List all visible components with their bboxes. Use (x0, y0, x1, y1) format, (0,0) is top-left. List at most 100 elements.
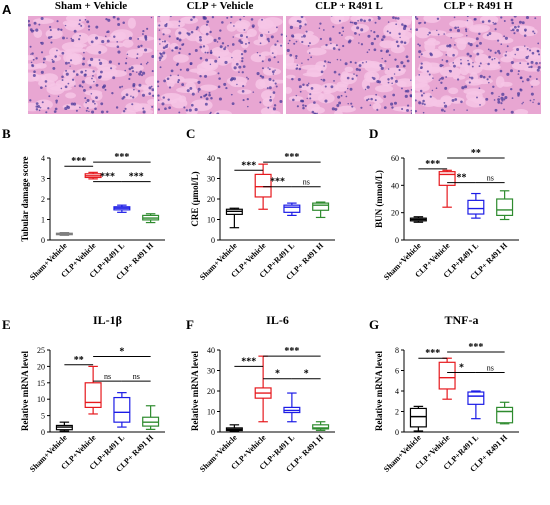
panel-letter: B (2, 126, 11, 141)
chart-title: IL-1β (93, 313, 122, 327)
y-tick-label: 40 (207, 346, 215, 355)
significance-label: *** (241, 356, 256, 367)
significance-label: ns (133, 372, 140, 381)
box-4 (142, 213, 160, 224)
y-axis-label: Relative mRNA level (190, 351, 200, 431)
panel-letter: G (369, 317, 379, 332)
panel-a-title-4: CLP + R491 H (443, 0, 513, 12)
significance-label: *** (114, 152, 129, 163)
significance-label: *** (100, 172, 115, 183)
y-tick-label: 60 (391, 154, 399, 163)
y-axis-label: CRE (μmol/L) (190, 171, 200, 226)
y-tick-label: 0 (41, 428, 45, 437)
panel-letter: D (369, 126, 378, 141)
significance-label: * (119, 347, 124, 358)
box-2 (438, 357, 456, 400)
panel-a-title-2: CLP + Vehicle (186, 0, 254, 12)
y-tick-label: 8 (395, 346, 399, 355)
box-1 (55, 421, 73, 432)
y-tick-label: 4 (395, 387, 399, 396)
box-2 (84, 365, 102, 415)
y-tick-label: 40 (207, 154, 215, 163)
y-tick-label: 10 (207, 216, 215, 225)
y-tick-label: 5 (41, 412, 45, 421)
significance-label: *** (284, 152, 299, 163)
panel-letter: F (186, 317, 194, 332)
y-tick-label: 0 (41, 236, 45, 245)
y-axis-label: Relative mRNA level (20, 351, 30, 431)
y-tick-label: 0 (395, 236, 399, 245)
box-3 (283, 392, 301, 423)
significance-label: ns (487, 364, 494, 373)
box-4 (496, 401, 514, 425)
y-tick-label: 20 (207, 387, 215, 396)
y-axis-label: Relative mRNA level (374, 351, 384, 431)
box-1 (225, 207, 243, 229)
y-tick-label: 2 (395, 408, 399, 417)
histology-image-clp-vehicle (157, 16, 283, 114)
box-2 (254, 355, 272, 423)
significance-label: *** (425, 159, 440, 170)
significance-label: ** (74, 355, 84, 366)
significance-label: ns (104, 372, 111, 381)
significance-label: *** (284, 346, 299, 357)
box-3 (467, 192, 485, 219)
histology-image-sham-vehicle (28, 16, 154, 114)
significance-label: * (275, 369, 280, 380)
significance-label: * (459, 363, 464, 374)
box-4 (312, 201, 330, 219)
y-tick-label: 0 (395, 428, 399, 437)
y-tick-label: 20 (37, 362, 45, 371)
significance-label: ** (457, 173, 467, 184)
y-tick-label: 4 (41, 154, 45, 163)
y-tick-label: 25 (37, 346, 45, 355)
box-4 (312, 421, 330, 431)
panel-a-title-1: Sham + Vehicle (54, 0, 128, 12)
box-3 (283, 202, 301, 216)
box-1 (55, 232, 73, 236)
significance-label: ns (303, 178, 310, 187)
y-tick-label: 20 (391, 209, 399, 218)
histology-image-clp-r491-h (415, 16, 541, 114)
y-tick-label: 0 (211, 236, 215, 245)
y-tick-label: 40 (391, 181, 399, 190)
significance-label: *** (71, 156, 86, 167)
significance-label: * (304, 369, 309, 380)
y-tick-label: 20 (207, 195, 215, 204)
y-tick-label: 30 (207, 367, 215, 376)
y-tick-label: 2 (41, 195, 45, 204)
panel-letter: E (2, 317, 11, 332)
significance-label: *** (270, 177, 285, 188)
box-3 (113, 392, 131, 428)
box-2 (84, 171, 102, 180)
y-tick-label: 0 (211, 428, 215, 437)
panel-a-letter: A (2, 2, 12, 17)
box-4 (496, 190, 514, 221)
box-1 (409, 405, 427, 432)
y-tick-label: 10 (207, 408, 215, 417)
significance-label: *** (241, 160, 256, 171)
box-3 (113, 204, 131, 213)
y-axis-label: Tubular damage score (20, 156, 30, 241)
y-tick-label: 10 (37, 395, 45, 404)
significance-label: ns (487, 174, 494, 183)
box-1 (409, 216, 427, 223)
significance-label: *** (129, 172, 144, 183)
y-tick-label: 1 (41, 216, 45, 225)
y-tick-label: 30 (207, 175, 215, 184)
chart-title: IL-6 (266, 313, 289, 327)
significance-label: *** (468, 342, 483, 353)
box-4 (142, 405, 160, 430)
panel-a-title-3: CLP + R491 L (315, 0, 383, 12)
significance-label: ** (471, 148, 481, 159)
box-2 (438, 169, 456, 208)
histology-image-clp-r491-l (286, 16, 412, 114)
y-tick-label: 15 (37, 379, 45, 388)
significance-label: *** (425, 348, 440, 359)
